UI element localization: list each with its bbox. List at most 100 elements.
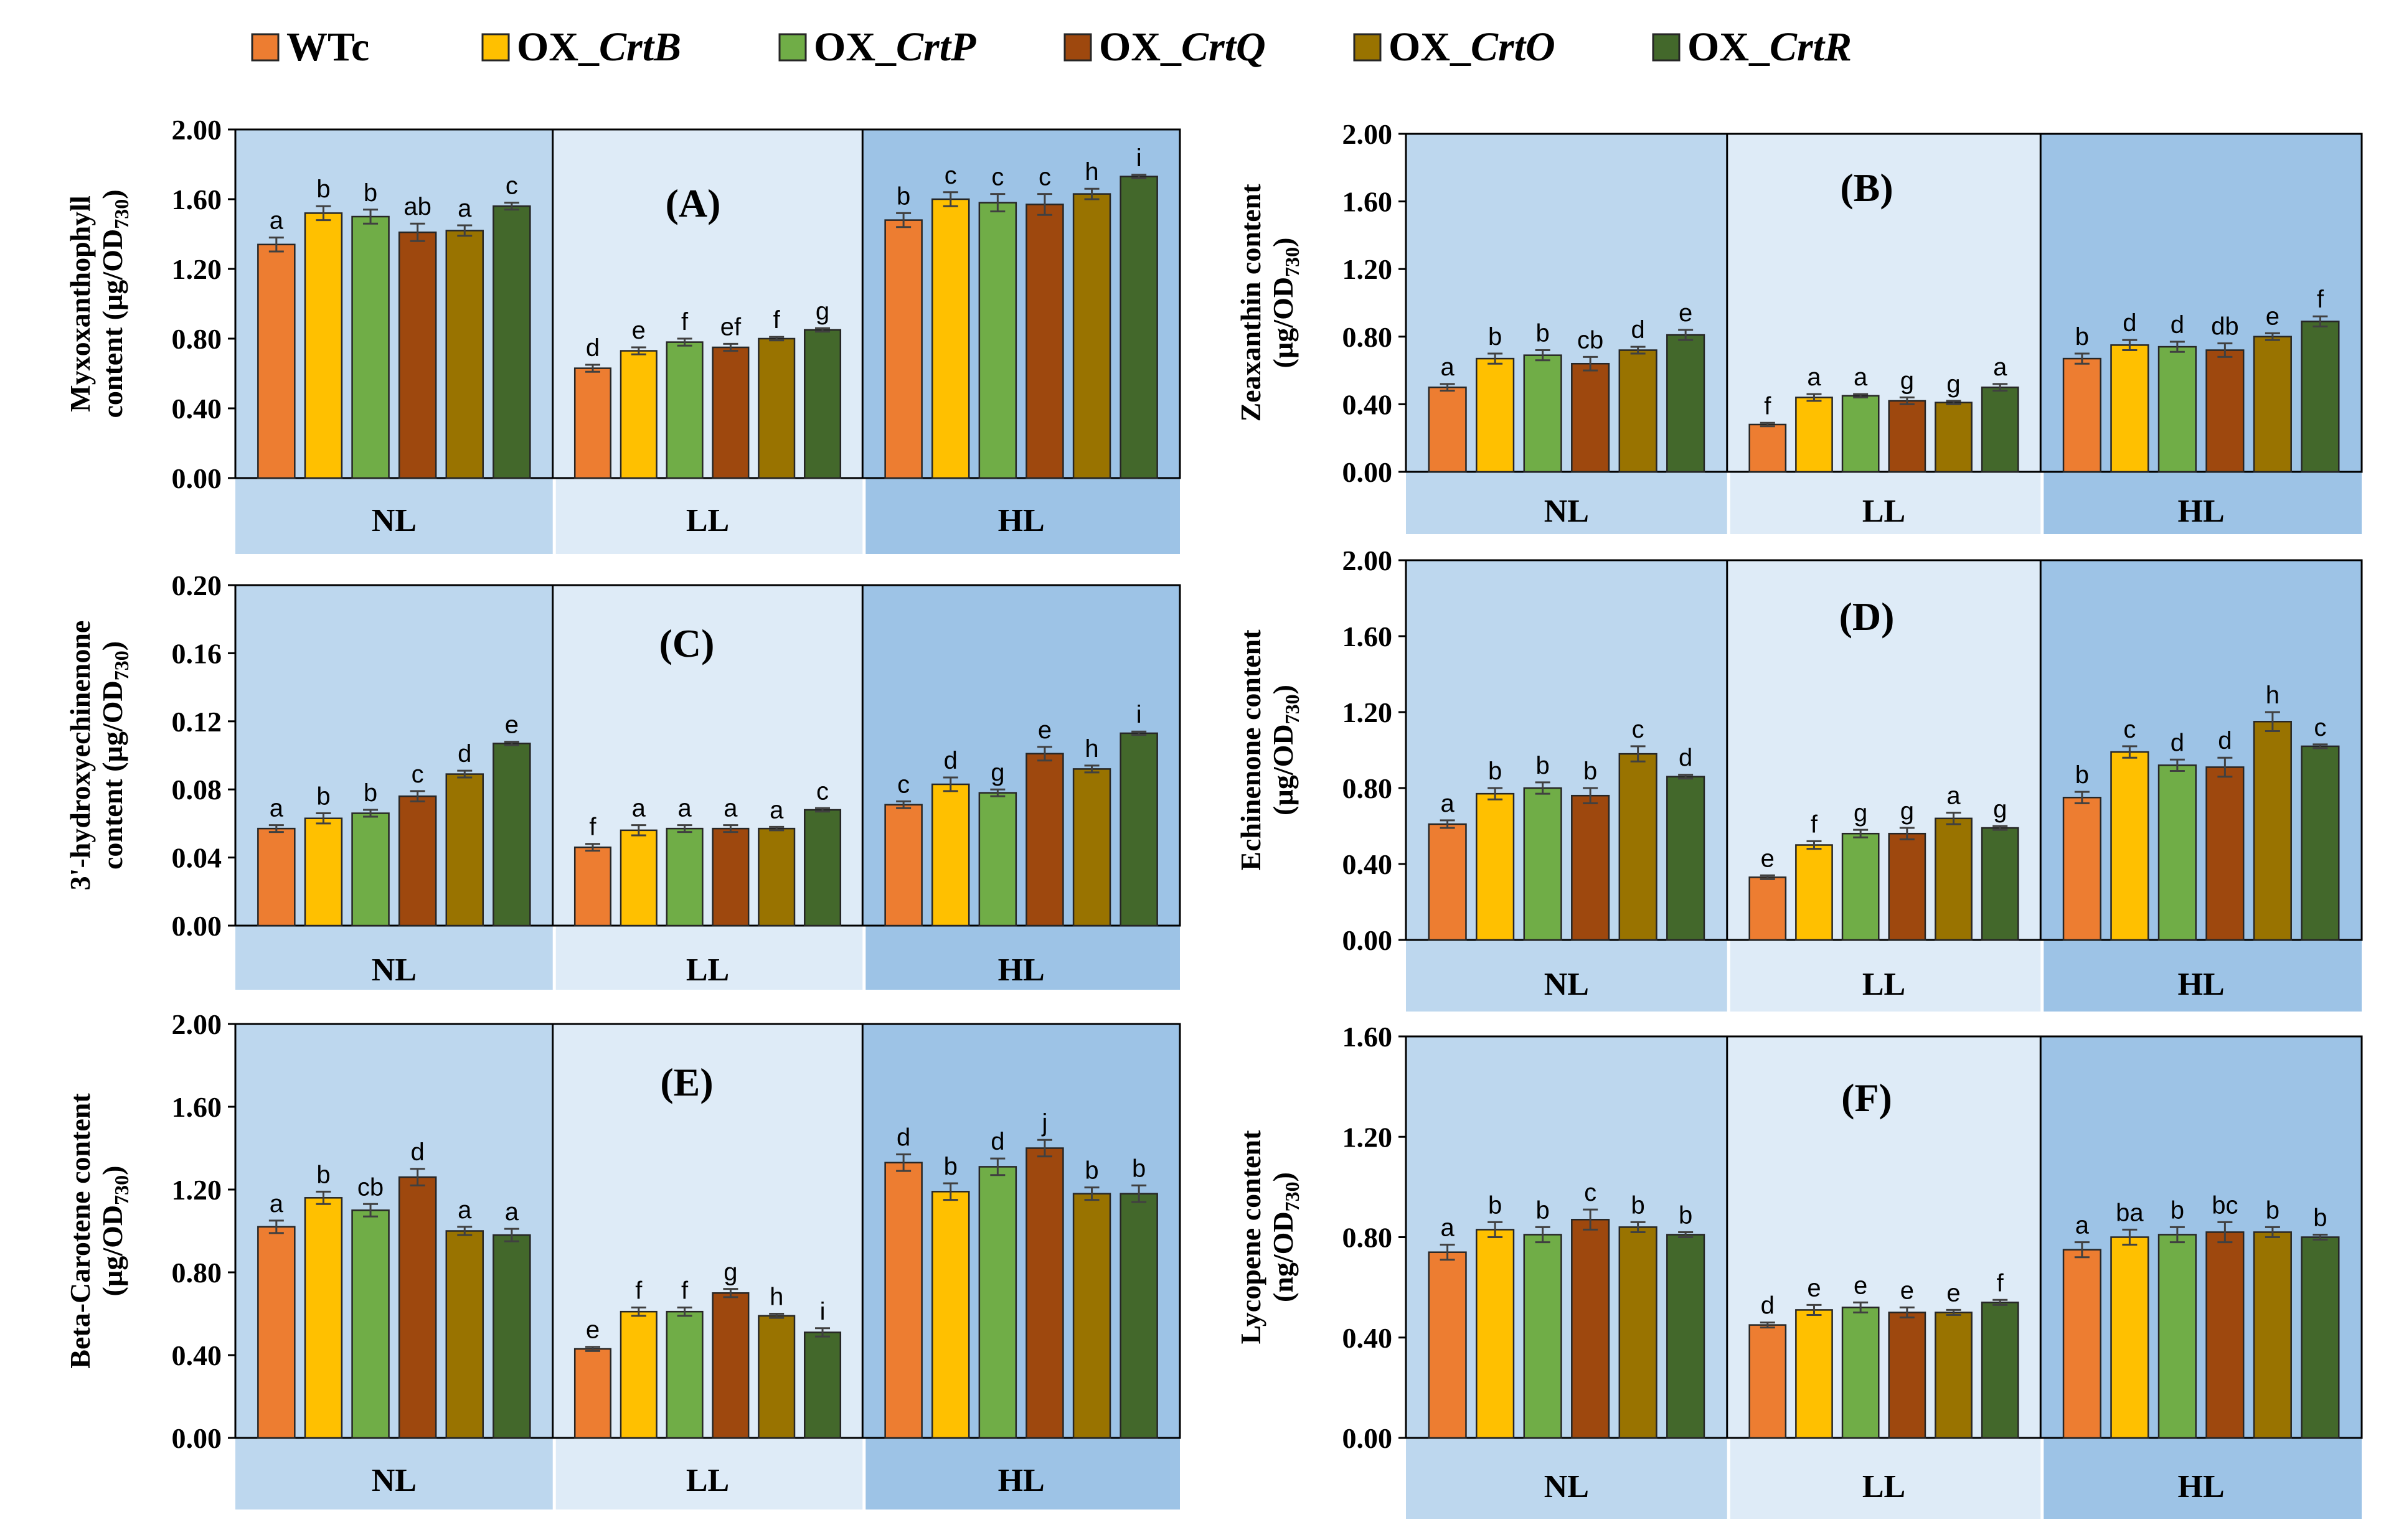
category-label: HL — [998, 503, 1045, 538]
bar — [1618, 1226, 1657, 1439]
bar — [1748, 423, 1787, 473]
bar — [445, 773, 484, 927]
y-tick-label: 0.40 — [1342, 1322, 1393, 1354]
bar — [2301, 745, 2340, 941]
significance-letter: cb — [1577, 326, 1603, 354]
significance-letter: b — [1488, 1191, 1502, 1219]
significance-letter: c — [506, 172, 518, 200]
significance-letter: d — [1631, 316, 1645, 344]
significance-letter: e — [1761, 845, 1775, 872]
significance-letter: a — [1440, 354, 1455, 381]
category-band — [1406, 940, 1727, 1012]
bar — [1571, 794, 1610, 941]
y-tick-label: 0.80 — [172, 323, 222, 355]
significance-letter: a — [632, 795, 646, 822]
chart-panel-f: NL LL HL 0.00 0.40 0.80 1.20 1.60 Lycopene conte… — [1235, 1021, 2363, 1519]
significance-letter: e — [1807, 1274, 1821, 1302]
category-label: HL — [2178, 1469, 2225, 1505]
significance-letter: f — [589, 814, 596, 841]
y-tick-label: 0.40 — [1342, 388, 1393, 420]
significance-letter: f — [1764, 392, 1771, 420]
category-band — [865, 478, 1180, 554]
category-label: HL — [998, 952, 1045, 988]
bar — [1072, 768, 1111, 927]
category-label: NL — [372, 1463, 417, 1498]
significance-letter: a — [677, 795, 692, 822]
significance-letter: b — [1488, 323, 1502, 350]
significance-letter: d — [991, 1128, 1004, 1155]
significance-letter: e — [1679, 299, 1692, 327]
bar — [493, 743, 531, 927]
significance-letter: a — [1807, 364, 1821, 391]
category-band — [235, 478, 553, 554]
chart-panel-c: NL LL HL 0.00 0.04 0.08 0.12 0.16 0.20 3'-hydroxy… — [64, 570, 1181, 990]
bar — [1120, 176, 1158, 479]
bar — [1618, 349, 1657, 473]
significance-letter: b — [1132, 1155, 1146, 1182]
bar — [2062, 357, 2101, 473]
bar — [1795, 397, 1833, 473]
y-tick-label: 0.40 — [1342, 848, 1393, 880]
bar — [620, 1310, 658, 1439]
category-band — [1406, 472, 1727, 534]
significance-letter: a — [458, 1196, 472, 1224]
significance-letter: f — [1997, 1269, 2004, 1297]
significance-letter: c — [816, 777, 829, 805]
bar — [1428, 387, 1467, 473]
bar — [1841, 395, 1880, 473]
bar — [573, 846, 612, 927]
category-label: NL — [1544, 1469, 1589, 1505]
significance-letter: a — [1854, 364, 1868, 391]
bar — [1025, 1147, 1064, 1439]
panel-label: (E) — [660, 1060, 713, 1104]
chart-panel-e: NL LL HL 0.00 0.40 0.80 1.20 1.60 2.00 Beta-Carot… — [64, 1008, 1181, 1509]
category-band — [555, 478, 863, 554]
legend-prefix: OX_ — [1099, 24, 1182, 70]
y-tick-label: 0.00 — [1342, 924, 1393, 956]
bar — [758, 337, 796, 479]
y-axis-label: Echinenone content(µg/OD730) — [1235, 629, 1303, 871]
significance-letter: j — [1042, 1109, 1048, 1137]
significance-letter: c — [945, 162, 957, 189]
significance-letter: g — [1900, 797, 1914, 825]
bar — [2301, 321, 2340, 473]
bar — [803, 329, 842, 479]
bar — [1025, 204, 1064, 479]
bar — [304, 212, 343, 479]
bar — [398, 231, 437, 479]
y-tick-label: 1.20 — [172, 253, 222, 285]
legend-entry: WTc — [251, 24, 369, 70]
bar — [1935, 817, 1973, 941]
y-axis-label-line: Echinenone content — [1235, 629, 1266, 871]
significance-letter: c — [1632, 716, 1644, 743]
bar — [2253, 721, 2292, 941]
bar — [712, 827, 750, 927]
bar — [398, 795, 437, 927]
significance-letter: b — [2171, 1196, 2184, 1224]
significance-letter: b — [364, 179, 377, 207]
significance-letter: a — [270, 795, 284, 822]
y-axis-label-line: Beta-Carotene content — [64, 1093, 96, 1369]
category-label: LL — [686, 1463, 729, 1498]
significance-letter: d — [944, 747, 958, 774]
significance-letter: f — [635, 1277, 643, 1305]
legend-swatch — [778, 33, 807, 62]
y-axis-label-subscript: 730 — [1281, 694, 1303, 724]
y-tick-label: 2.00 — [172, 1008, 222, 1040]
y-tick-label: 1.20 — [172, 1174, 222, 1206]
bar — [931, 783, 970, 927]
significance-letter: c — [897, 771, 910, 798]
bar — [884, 219, 923, 479]
bar — [884, 1162, 923, 1439]
bar — [351, 1209, 390, 1439]
significance-letter: b — [2266, 1196, 2280, 1224]
significance-letter: a — [724, 795, 738, 822]
legend-prefix: OX_ — [814, 24, 897, 70]
significance-letter: h — [1085, 735, 1098, 763]
bar — [2157, 345, 2197, 473]
significance-letter: e — [2266, 303, 2280, 330]
bar — [2110, 751, 2149, 941]
bar — [257, 1226, 296, 1439]
y-tick-label: 0.00 — [1342, 456, 1393, 488]
y-tick-label: 0.00 — [172, 462, 222, 494]
